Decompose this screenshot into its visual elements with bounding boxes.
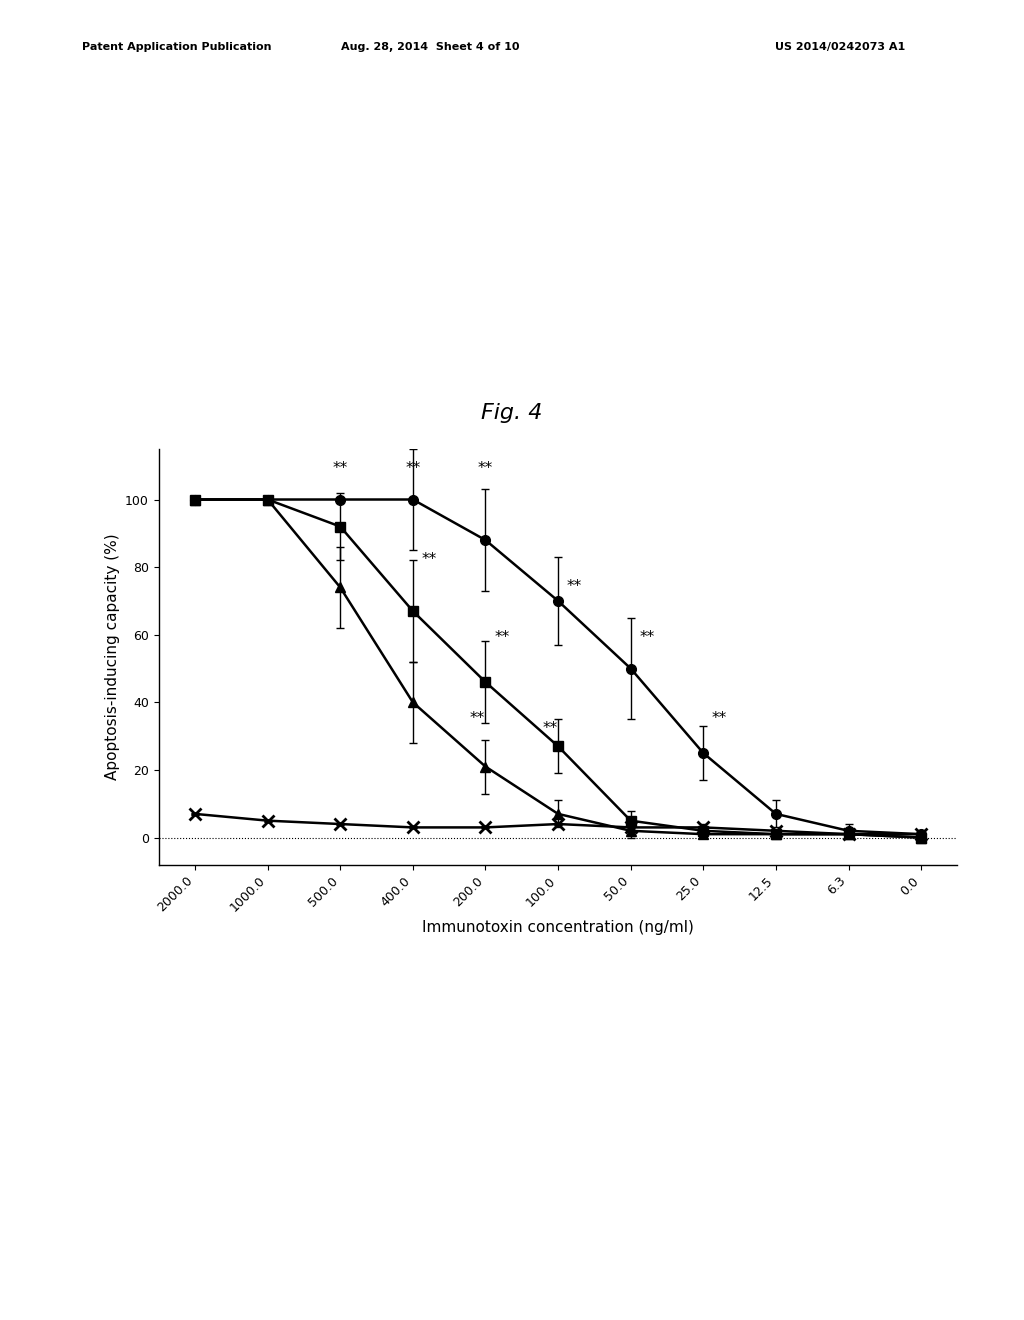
- Text: **: **: [469, 711, 484, 726]
- Text: Aug. 28, 2014  Sheet 4 of 10: Aug. 28, 2014 Sheet 4 of 10: [341, 42, 519, 53]
- Text: **: **: [478, 461, 494, 475]
- Text: **: **: [567, 579, 582, 594]
- Text: **: **: [406, 461, 421, 475]
- X-axis label: Immunotoxin concentration (ng/ml): Immunotoxin concentration (ng/ml): [422, 920, 694, 935]
- Y-axis label: Apoptosis-inducing capacity (%): Apoptosis-inducing capacity (%): [104, 533, 120, 780]
- Text: **: **: [712, 711, 727, 726]
- Text: Patent Application Publication: Patent Application Publication: [82, 42, 271, 53]
- Text: **: **: [495, 630, 509, 645]
- Text: US 2014/0242073 A1: US 2014/0242073 A1: [774, 42, 905, 53]
- Text: **: **: [422, 552, 437, 568]
- Text: **: **: [639, 630, 654, 645]
- Text: Fig. 4: Fig. 4: [481, 403, 543, 422]
- Text: **: **: [542, 721, 557, 737]
- Text: **: **: [333, 461, 348, 475]
